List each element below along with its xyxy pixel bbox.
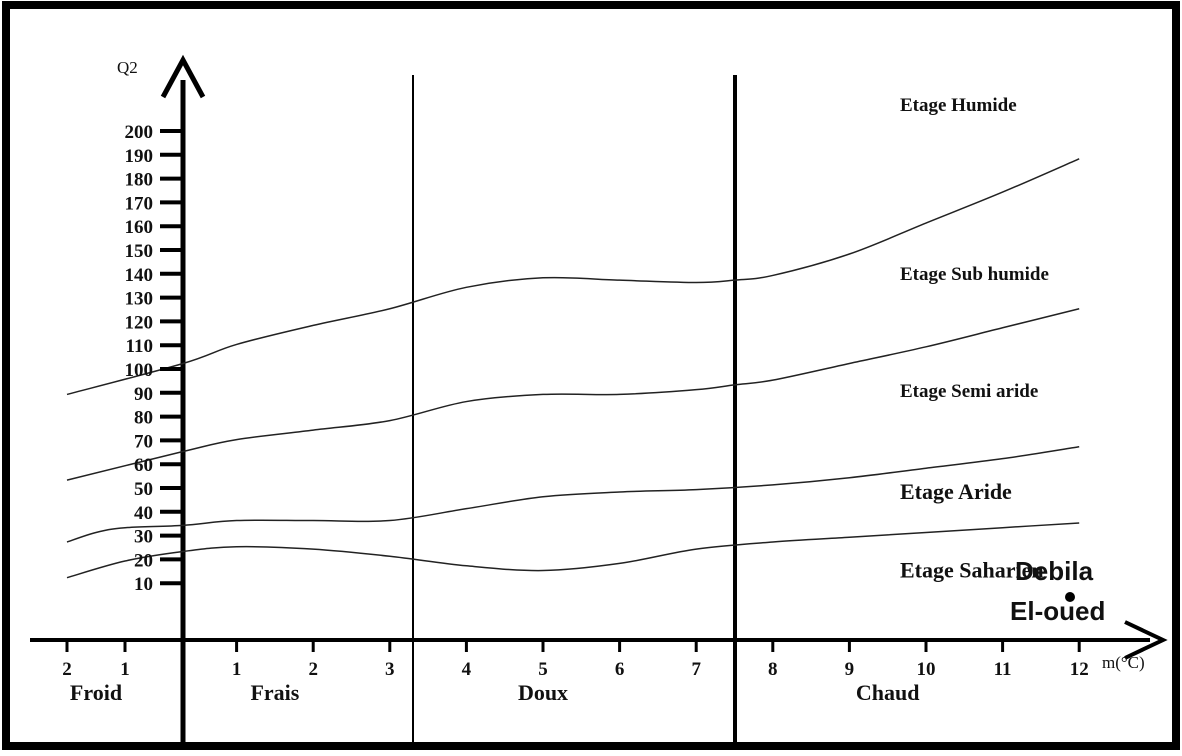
x-tick-label: 11: [994, 659, 1012, 680]
y-tick-label: 60: [134, 455, 153, 476]
y-tick-label: 100: [125, 360, 154, 381]
x-tick-label: 9: [845, 659, 855, 680]
zone-dividers: [412, 75, 737, 742]
y-tick-label: 190: [125, 146, 154, 167]
x-tick-label: 1: [120, 659, 130, 680]
boundary-curve-3: [66, 446, 1080, 543]
curves: [66, 158, 1080, 579]
etage-label: Etage Humide: [900, 95, 1017, 116]
x-tick-label: 2: [308, 659, 318, 680]
x-axis-title: m(°C): [1102, 653, 1145, 672]
x-tick-label: 5: [538, 659, 548, 680]
y-tick-label: 30: [134, 527, 153, 548]
boundary-curve-4: [66, 522, 1080, 579]
station-label-debila: Debila: [1015, 556, 1094, 586]
x-tick-label: 12: [1070, 659, 1089, 680]
zone-label: Chaud: [856, 680, 920, 705]
etage-labels: Etage Humide Etage Sub humide Etage Semi a…: [900, 95, 1049, 582]
y-tick-label: 200: [125, 122, 154, 143]
x-ticks: 2 1 1 2 3 4 5 6 7 8 9 10 11 12: [62, 640, 1089, 680]
y-tick-label: 150: [125, 241, 154, 262]
stations: Debila El-oued: [1010, 556, 1105, 626]
y-tick-label: 180: [125, 170, 154, 191]
y-ticks: 1020304050607080901001101201301401501601…: [125, 122, 183, 595]
x-tick-label: 10: [917, 659, 936, 680]
etage-label: Etage Saharien: [900, 558, 1044, 583]
etage-label: Etage Semi aride: [900, 381, 1038, 402]
axes: [30, 54, 1168, 742]
x-tick-label: 6: [615, 659, 625, 680]
y-tick-label: 50: [134, 479, 153, 500]
x-tick-label: 2: [62, 659, 72, 680]
station-label-eloued: El-oued: [1010, 596, 1105, 626]
x-tick-label: 4: [462, 659, 472, 680]
boundary-curve-2: [66, 308, 1080, 481]
x-tick-label: 8: [768, 659, 778, 680]
y-tick-label: 120: [125, 312, 154, 333]
x-axis-arrow: [1124, 620, 1168, 660]
y-axis-arrow: [160, 54, 206, 99]
y-tick-label: 20: [134, 550, 153, 571]
zone-label: Froid: [70, 680, 122, 705]
y-tick-label: 80: [134, 408, 153, 429]
x-tick-label: 7: [691, 659, 701, 680]
station-point: [1065, 592, 1075, 602]
zone-labels: Froid Frais Doux Chaud: [70, 680, 920, 705]
x-tick-label: 1: [232, 659, 242, 680]
y-tick-label: 110: [126, 336, 153, 357]
x-tick-label: 3: [385, 659, 395, 680]
y-tick-label: 70: [134, 431, 153, 452]
y-tick-label: 130: [125, 289, 154, 310]
etage-label: Etage Sub humide: [900, 264, 1049, 285]
y-tick-label: 40: [134, 503, 153, 524]
y-tick-label: 10: [134, 574, 153, 595]
boundary-curve-1: [66, 158, 1080, 396]
y-tick-label: 170: [125, 193, 154, 214]
y-tick-label: 160: [125, 217, 154, 238]
zone-label: Doux: [518, 680, 568, 705]
zone-label: Frais: [250, 680, 299, 705]
y-tick-label: 140: [125, 265, 154, 286]
y-tick-label: 90: [134, 384, 153, 405]
y-axis-title: Q2: [117, 58, 138, 77]
etage-label: Etage Aride: [900, 479, 1012, 504]
